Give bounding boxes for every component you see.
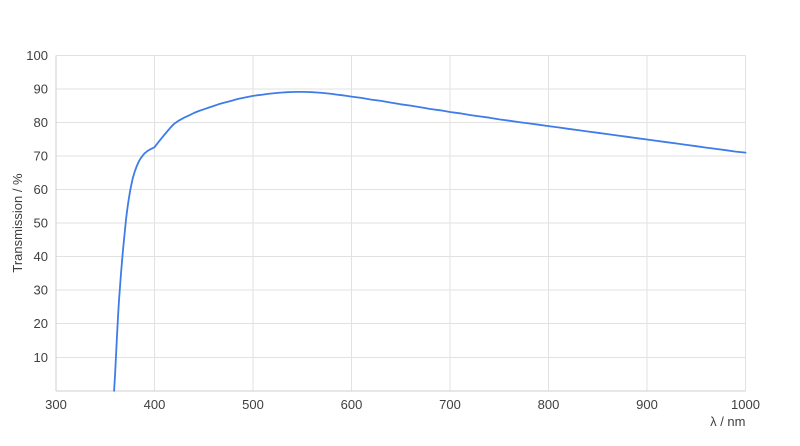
y-tick-label-20: 20 [34, 316, 48, 331]
x-tick-label-1000: 1000 [731, 397, 760, 412]
y-tick-label-30: 30 [34, 283, 48, 298]
data-series-line [113, 91, 747, 392]
y-axis-title: Transmission / % [10, 173, 25, 273]
y-tick-label-40: 40 [34, 249, 48, 264]
gridlines [55, 54, 746, 391]
y-tick-label-80: 80 [34, 115, 48, 130]
y-tick-label-60: 60 [34, 182, 48, 197]
y-tick-label-10: 10 [34, 350, 48, 365]
x-tick-label-700: 700 [439, 397, 461, 412]
x-axis-title: λ / nm [710, 414, 745, 429]
y-tick-label-100: 100 [26, 48, 48, 63]
axis-lines [55, 55, 746, 392]
x-tick-label-500: 500 [242, 397, 264, 412]
x-tick-label-400: 400 [144, 397, 166, 412]
y-tick-label-90: 90 [34, 81, 48, 96]
y-tick-label-50: 50 [34, 216, 48, 231]
transmission-curve [113, 91, 747, 392]
x-tick-label-300: 300 [45, 397, 67, 412]
x-tick-label-800: 800 [538, 397, 560, 412]
y-tick-label-70: 70 [34, 148, 48, 163]
tick-labels: 300 400 500 600 700 800 900 1000 10 20 30 40 50 60 70 8… [26, 48, 760, 412]
x-tick-label-600: 600 [341, 397, 363, 412]
x-tick-label-900: 900 [636, 397, 658, 412]
